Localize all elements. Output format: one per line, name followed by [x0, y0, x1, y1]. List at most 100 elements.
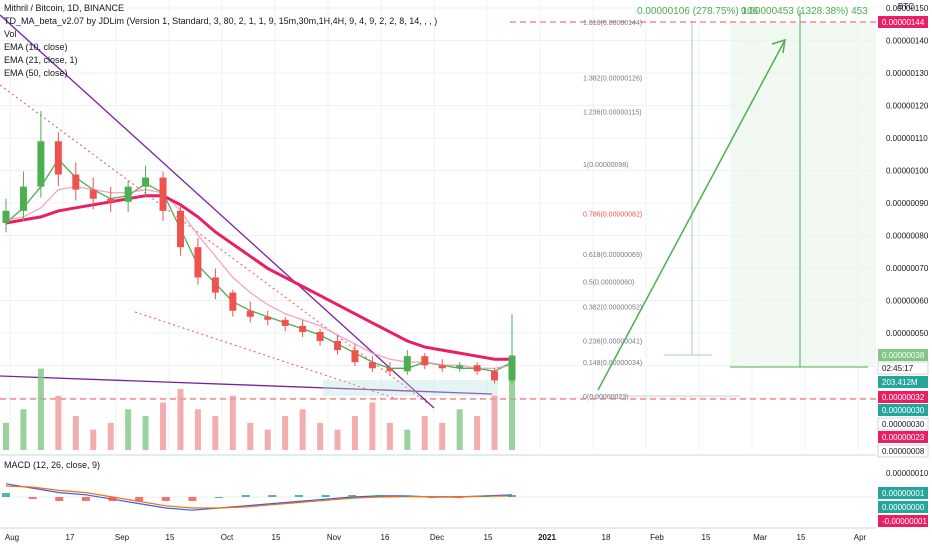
volume-bar: [194, 409, 201, 450]
x-tick-label: Nov: [327, 533, 341, 542]
x-tick-label: Dec: [430, 533, 444, 542]
x-tick-label: 18: [602, 533, 611, 542]
candle-body: [54, 141, 62, 175]
price-tag-label: 0.00000032: [882, 393, 925, 402]
fib-level-label: 0.382(0.00000052): [583, 304, 642, 311]
fib-level-label: 0(0.00000023): [583, 394, 629, 401]
candle-body: [142, 177, 150, 187]
volume-bar: [299, 409, 306, 450]
projection-arrow: [597, 39, 786, 391]
macd-line-signal: [5, 485, 513, 509]
x-tick-label: Sep: [115, 533, 130, 542]
candle-body: [281, 319, 289, 326]
candle-body: [264, 316, 272, 320]
candle-body: [2, 210, 10, 223]
macd-histogram-bar: [454, 497, 463, 498]
price-tag-label: 0.00000008: [882, 447, 925, 456]
volume-bar: [439, 422, 446, 450]
candle-body: [473, 365, 481, 372]
volume-bar: [386, 422, 393, 450]
price-tag-label: 0.00000023: [882, 433, 925, 442]
volume-bar: [474, 416, 481, 450]
macd-histogram-bar: [55, 497, 64, 501]
volume-bar: [55, 395, 62, 450]
volume-bar: [247, 422, 254, 450]
legend-td-indicator[interactable]: TD_MA_beta_v2.07 by JDLim (Version 1, St…: [4, 16, 438, 26]
candle-body: [438, 365, 446, 369]
candle-body: [89, 189, 97, 199]
price-tag: [878, 16, 928, 28]
candle-body: [386, 368, 394, 372]
candle-body: [316, 331, 324, 342]
volume-bar: [491, 395, 498, 450]
fib-level-label: 1.236(0.00000115): [583, 110, 642, 117]
measure-label-2: 0.00000453 (1328.38%) 453: [741, 6, 868, 17]
accumulation-zone: [323, 380, 498, 396]
volume-bar: [421, 416, 428, 450]
macd-histogram-bar: [2, 493, 10, 497]
price-tag: [877, 444, 929, 458]
volume-bar: [72, 416, 79, 450]
candle-body: [334, 341, 342, 351]
macd-histogram-bar: [508, 495, 516, 497]
price-tag-label: 0.00000144: [882, 18, 925, 27]
volume-bar: [509, 355, 515, 450]
trendline-base: [0, 375, 493, 395]
volume-bar: [142, 416, 149, 450]
volume-bar: [456, 409, 463, 450]
price-tag: [877, 417, 929, 431]
macd-histogram-bar: [215, 497, 224, 498]
candle-body: [421, 356, 429, 366]
y-tick-label: 0.00000140: [886, 37, 929, 46]
fib-level-label: 0.786(0.00000082): [583, 212, 642, 219]
macd-y-tick-label: -0.00000001: [882, 517, 927, 526]
macd-histogram-bar: [374, 495, 383, 497]
legend-ema50[interactable]: EMA (50, close): [4, 68, 68, 78]
x-tick-label: 15: [272, 533, 281, 542]
x-tick-label: Apr: [854, 533, 867, 542]
volume-bar: [334, 429, 341, 450]
volume-bar: [282, 416, 289, 450]
fib-level-label: 1.382(0.00000126): [583, 76, 642, 83]
candle-body: [299, 325, 307, 332]
projection-zone: [730, 22, 876, 367]
price-tag: [877, 361, 929, 375]
x-tick-label: 15: [797, 533, 806, 542]
volume-bar: [3, 422, 9, 450]
legend-ema10[interactable]: EMA (10, close): [4, 42, 68, 52]
price-tag-label: 0.00000030: [882, 406, 925, 415]
macd-histogram-bar: [321, 495, 330, 497]
candle-body: [491, 371, 499, 381]
candle-body: [194, 247, 202, 278]
macd-y-tick-label: 0.00000010: [886, 469, 929, 478]
macd-histogram-bar: [135, 497, 144, 501]
ema-line-ema50: [5, 194, 512, 361]
price-tag: [878, 376, 928, 388]
volume-bar: [20, 409, 27, 450]
currency-badge: BTC: [898, 2, 914, 11]
x-tick-label: Aug: [5, 533, 19, 542]
price-tag-label: 02:45:17: [882, 364, 914, 373]
macd-legend[interactable]: MACD (12, 26, close, 9): [4, 460, 101, 470]
candle-body: [229, 292, 237, 311]
candle-body: [107, 198, 115, 202]
legend-volume[interactable]: Vol: [4, 29, 17, 39]
fib-level-label: 0.5(0.00000060): [583, 280, 634, 287]
volume-bar: [90, 429, 97, 450]
macd-histogram-bar: [481, 496, 490, 498]
x-tick-label: 15: [166, 533, 175, 542]
volume-bar: [212, 416, 219, 450]
macd-histogram-bar: [108, 497, 117, 501]
volume-bar: [107, 422, 114, 450]
y-tick-label: 0.00000120: [886, 102, 929, 111]
legend-ema21[interactable]: EMA (21, close, 1): [4, 55, 78, 65]
legend-title[interactable]: Mithril / Bitcoin, 1D, BINANCE: [4, 3, 125, 13]
y-tick-label: 0.00000110: [886, 134, 928, 143]
x-tick-label: 15: [484, 533, 493, 542]
candle-body: [176, 210, 184, 248]
volume-bar: [369, 402, 376, 450]
measure-label-1: 0.00000106 (278.75%) 106: [637, 6, 759, 17]
macd-histogram-bar: [401, 495, 410, 497]
macd-histogram-bar: [161, 497, 170, 501]
